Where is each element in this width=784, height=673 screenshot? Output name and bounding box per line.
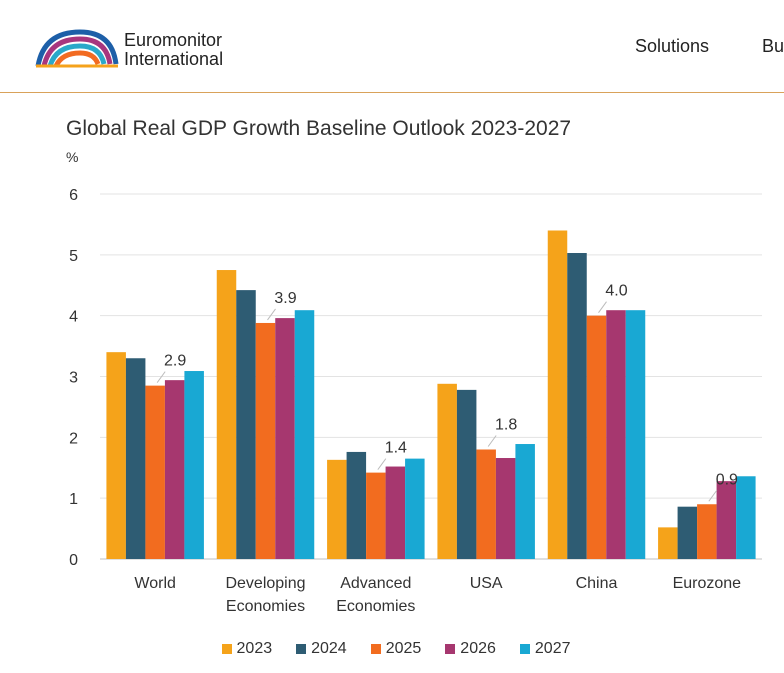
bar-2025 [697,504,717,559]
annotation-leader [598,301,607,313]
y-tick-label: 1 [69,491,78,508]
site-header: Euromonitor International Solutions Bu [0,0,784,93]
bar-2027 [184,371,204,559]
bar-2025 [366,472,386,559]
bar-2023 [547,230,568,559]
bar-2026 [495,458,516,559]
bar-2026 [275,318,295,559]
bar-2024 [677,506,698,559]
x-tick-label: Developing [225,575,305,592]
bar-2025 [476,449,496,559]
bar-2026 [716,481,737,559]
bar-2027 [294,310,315,559]
legend-label: 2023 [236,640,273,657]
chart-legend: 2023 2024 2025 2026 2027 [0,640,784,658]
bar-2027 [736,476,756,559]
nav-business[interactable]: Bu [762,36,784,56]
bar-2024 [567,253,587,559]
data-label: 0.9 [716,471,738,488]
annotation-leader [267,308,276,321]
annotation-leader [156,371,166,383]
x-tick-label: USA [470,575,503,592]
y-axis-unit: % [66,149,79,165]
y-tick-label: 4 [69,309,78,326]
legend-item-2024: 2024 [296,640,347,658]
legend-item-2026: 2026 [445,640,496,658]
legend-label: 2027 [534,640,571,657]
chart-title: Global Real GDP Growth Baseline Outlook … [66,117,572,140]
data-label: 1.4 [385,440,407,457]
legend-label: 2024 [311,640,347,657]
data-label: 1.8 [495,417,517,434]
x-tick-label: Advanced [340,575,411,592]
bar-2027 [405,458,425,559]
bar-2025 [255,322,276,559]
euromonitor-logo[interactable]: Euromonitor International [34,26,244,70]
bar-2027 [625,310,646,559]
y-tick-label: 2 [69,430,78,447]
bar-2023 [658,527,678,559]
bar-2023 [106,352,126,559]
x-tick-label: World [134,575,176,592]
legend-label: 2025 [385,640,422,657]
bar-2026 [164,380,185,559]
y-tick-label: 5 [69,248,78,265]
y-tick-label: 6 [69,187,78,204]
bar-2027 [515,444,535,559]
legend-swatch [221,644,232,654]
logo-line1: Euromonitor [124,30,223,50]
x-tick-label: China [576,575,618,592]
legend-swatch [370,644,381,654]
nav-solutions[interactable]: Solutions [635,36,710,56]
legend-swatch [445,644,456,654]
annotation-leader [487,435,497,447]
legend-item-2023: 2023 [221,640,273,658]
legend-label: 2026 [460,640,496,657]
x-tick-label: Economies [336,598,415,615]
legend-item-2027: 2027 [519,640,571,658]
bar-chart: 0 1 2 3 4 5 6 2.9 World 3.9 Developing Economies 1.4… [69,187,762,615]
logo-line2: International [124,49,224,69]
bar-2024 [236,290,256,559]
bar-2024 [346,451,367,559]
annotation-leader [377,458,387,470]
bar-2026 [385,466,406,559]
bar-2023 [327,459,347,559]
annotation-leader [708,489,718,502]
bar-2025 [145,385,165,559]
logo-text: Euromonitor International [124,31,223,69]
bar-2024 [456,389,477,559]
data-label: 2.9 [164,353,186,370]
x-tick-label: Economies [226,598,305,615]
legend-swatch [519,644,530,654]
bar-2023 [216,270,237,559]
legend-swatch [296,644,307,654]
data-label: 3.9 [274,290,296,307]
bar-2025 [586,315,607,559]
bar-2024 [125,358,146,559]
data-label: 4.0 [605,283,627,300]
x-tick-label: Eurozone [673,575,742,592]
legend-item-2025: 2025 [370,640,422,658]
y-tick-label: 3 [69,370,78,387]
logo-rainbow-icon [35,29,119,68]
bar-2026 [606,310,626,559]
y-tick-label: 0 [69,552,78,569]
bar-2023 [437,383,457,559]
